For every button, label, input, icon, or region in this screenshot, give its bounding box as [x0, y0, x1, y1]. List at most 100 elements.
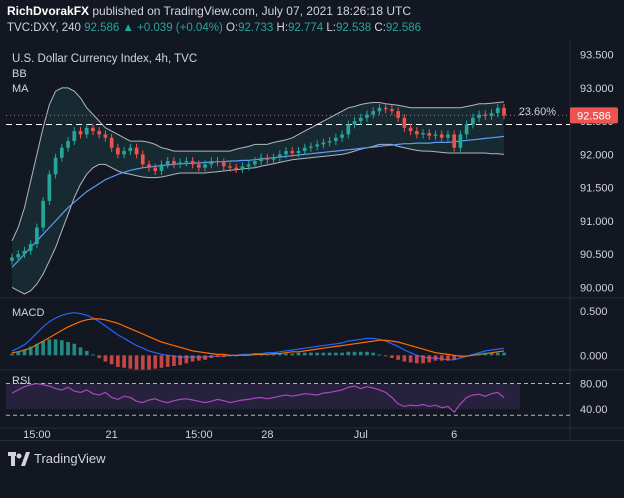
macd-histogram-bar: [427, 355, 432, 363]
candle: [408, 127, 413, 132]
fib-level-label: 23.60%: [519, 106, 557, 118]
macd-histogram-bar: [172, 355, 176, 366]
candle: [140, 154, 145, 165]
candle: [178, 162, 182, 165]
x-tick-label: 21: [106, 429, 118, 440]
price-chart[interactable]: 93.50093.00092.50092.00091.50091.00090.5…: [0, 40, 624, 441]
macd-histogram-bar: [483, 352, 488, 356]
candle: [59, 147, 64, 158]
macd-histogram-bar: [228, 355, 232, 357]
candle: [396, 111, 400, 118]
candle: [502, 107, 506, 116]
candle: [315, 144, 320, 147]
macd-tick-label: 0.000: [580, 350, 608, 362]
candle: [35, 227, 39, 245]
macd-histogram-bar: [128, 355, 133, 369]
macd-histogram-bar: [489, 352, 494, 356]
candle: [471, 117, 475, 125]
macd-histogram-bar: [464, 355, 469, 357]
candle: [159, 164, 164, 171]
macd-histogram-bar: [433, 355, 438, 361]
publication-line: RichDvorakFX published on TradingView.co…: [7, 4, 411, 18]
candle: [240, 166, 245, 170]
macd-histogram-bar: [91, 354, 95, 356]
macd-tick-label: 0.500: [580, 306, 608, 318]
signal-line: [11, 318, 505, 357]
candle: [271, 157, 276, 160]
price-tick-label: 92.000: [580, 149, 614, 161]
published-text: published on TradingView.com, July 07, 2…: [92, 4, 412, 18]
candle: [103, 134, 108, 138]
macd-histogram-bar: [277, 353, 282, 356]
price-change: ▲ +0.039 (+0.04%): [122, 22, 223, 34]
last-price-tag: [570, 107, 618, 124]
macd-histogram-bar: [327, 352, 332, 356]
macd-histogram-bar: [377, 354, 382, 356]
rsi-band: [6, 383, 520, 409]
candle: [290, 151, 295, 154]
macd-histogram-bar: [284, 353, 288, 356]
macd-histogram-bar: [178, 355, 182, 366]
bollinger-lower-band: [11, 143, 505, 295]
candle: [215, 161, 220, 163]
x-tick-label: 15:00: [23, 429, 51, 440]
chart-area[interactable]: 93.50093.00092.50092.00091.50091.00090.5…: [0, 40, 624, 441]
candle: [84, 127, 89, 135]
candle: [97, 131, 102, 135]
macd-histogram-bar: [271, 354, 276, 356]
macd-histogram-bar: [47, 339, 52, 356]
chart-title: U.S. Dollar Currency Index, 4h, TVC: [12, 53, 197, 65]
candle: [433, 134, 438, 136]
macd-histogram-bar: [383, 355, 388, 357]
candle: [165, 161, 170, 165]
tradingview-wordmark: TradingView: [34, 451, 106, 466]
macd-histogram-bar: [259, 354, 263, 356]
macd-histogram-bar: [240, 354, 245, 356]
macd-histogram-bar: [290, 353, 295, 356]
macd-histogram-bar: [59, 340, 64, 356]
candle: [427, 133, 432, 136]
macd-histogram-bar: [116, 355, 120, 367]
rsi-tick-label: 40.00: [580, 404, 608, 416]
candle: [284, 151, 288, 155]
macd-histogram-bar: [78, 347, 83, 356]
macd-histogram-bar: [41, 341, 45, 356]
candle: [296, 151, 301, 154]
macd-histogram-bar: [246, 354, 251, 356]
tradingview-icon: [8, 451, 30, 466]
candle: [253, 161, 257, 165]
symbol-label: TVC:DXY, 240: [7, 22, 81, 34]
rsi-label: RSI: [12, 375, 30, 387]
macd-histogram-bar: [396, 355, 400, 360]
candle: [321, 142, 326, 145]
tradingview-logo[interactable]: TradingView: [8, 451, 106, 466]
macd-histogram-bar: [140, 355, 145, 370]
macd-histogram-bar: [346, 351, 351, 356]
last-price: 92.586: [84, 22, 120, 34]
macd-histogram-bar: [53, 339, 58, 356]
candle: [16, 254, 21, 258]
candle: [259, 157, 263, 162]
x-tick-label: Jul: [354, 429, 368, 440]
macd-histogram-bar: [234, 355, 239, 357]
candle: [221, 162, 226, 167]
candle: [234, 167, 239, 170]
macd-histogram-bar: [458, 355, 463, 358]
macd-histogram-bar: [209, 355, 214, 358]
macd-histogram-bar: [84, 350, 89, 356]
candle: [489, 113, 494, 116]
candle: [116, 147, 120, 155]
candle: [28, 244, 33, 251]
candle: [209, 161, 214, 165]
candle: [352, 121, 357, 125]
macd-histogram-bar: [109, 355, 114, 365]
candle: [10, 257, 14, 261]
author-name[interactable]: RichDvorakFX: [7, 4, 90, 18]
candle: [172, 161, 176, 165]
candle: [365, 114, 369, 118]
macd-histogram-bar: [221, 355, 226, 358]
macd-histogram-bar: [477, 353, 481, 356]
candle: [302, 147, 307, 152]
macd-histogram-bar: [446, 355, 450, 361]
macd-histogram-bar: [165, 355, 170, 367]
